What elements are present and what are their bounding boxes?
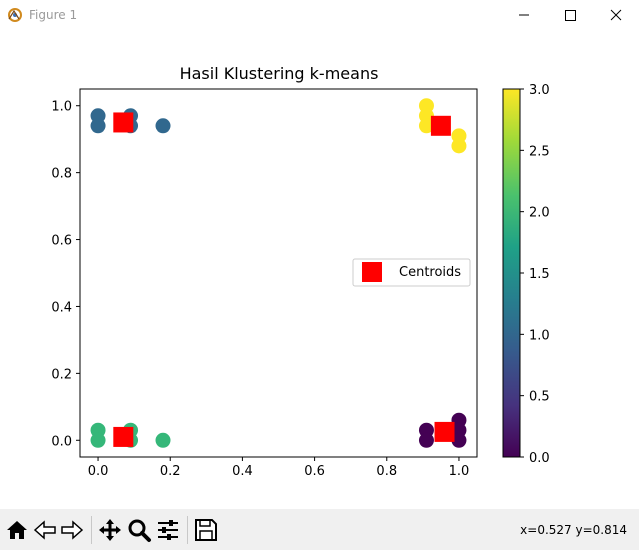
close-button[interactable] bbox=[593, 0, 639, 30]
save-icon bbox=[195, 519, 217, 541]
centroid-markers bbox=[113, 112, 455, 447]
forward-button[interactable] bbox=[59, 517, 85, 543]
data-point bbox=[451, 432, 467, 448]
data-point bbox=[418, 432, 434, 448]
x-tick-label: 0.4 bbox=[232, 464, 253, 479]
pan-button[interactable] bbox=[97, 517, 123, 543]
maximize-button[interactable] bbox=[547, 0, 593, 30]
zoom-icon bbox=[128, 519, 151, 542]
app-icon bbox=[8, 8, 22, 22]
title-bar: Figure 1 bbox=[0, 0, 639, 30]
data-point bbox=[90, 118, 106, 134]
configure-subplots-icon bbox=[158, 520, 178, 540]
home-button[interactable] bbox=[4, 517, 30, 543]
colorbar-gradient bbox=[502, 88, 521, 458]
x-tick-label: 0.0 bbox=[88, 464, 109, 479]
data-point bbox=[155, 432, 171, 448]
centroid-marker bbox=[434, 421, 455, 442]
back-icon bbox=[33, 520, 56, 540]
toolbar-separator bbox=[91, 516, 92, 544]
legend-label: Centroids bbox=[399, 265, 461, 280]
legend: Centroids bbox=[352, 258, 471, 287]
forward-icon bbox=[61, 520, 84, 540]
close-icon bbox=[610, 9, 622, 21]
legend-box bbox=[352, 258, 471, 287]
y-tick-label: 0.0 bbox=[51, 434, 72, 449]
toolbar-separator bbox=[187, 516, 188, 544]
data-point bbox=[418, 118, 434, 134]
plot-frame bbox=[79, 88, 478, 458]
colorbar-tick-label: 2.5 bbox=[529, 144, 550, 159]
colorbar-ticks: 0.0 0.5 1.0 1.5 2.0 2.5 3.0 bbox=[520, 83, 550, 466]
window-title: Figure 1 bbox=[29, 8, 78, 22]
home-icon bbox=[7, 521, 27, 539]
y-tick-label: 1.0 bbox=[51, 100, 72, 115]
colorbar-tick-label: 0.5 bbox=[529, 390, 550, 405]
y-tick-label: 0.6 bbox=[51, 234, 72, 249]
chart-title: Hasil Klustering k-means bbox=[180, 64, 379, 83]
navigation-toolbar: x=0.527 y=0.814 bbox=[0, 509, 639, 550]
configure-subplots-button[interactable] bbox=[155, 517, 181, 543]
colorbar-tick-label: 1.0 bbox=[529, 328, 550, 343]
maximize-icon bbox=[565, 10, 576, 21]
minimize-icon bbox=[519, 14, 529, 16]
colorbar: 0.0 0.5 1.0 1.5 2.0 2.5 3.0 bbox=[502, 83, 550, 466]
centroid-marker bbox=[113, 426, 134, 447]
y-tick-label: 0.8 bbox=[51, 167, 72, 182]
cursor-coordinates: x=0.527 y=0.814 bbox=[520, 523, 627, 537]
colorbar-tick-label: 2.0 bbox=[529, 206, 550, 221]
data-point bbox=[90, 432, 106, 448]
save-button[interactable] bbox=[193, 517, 219, 543]
x-tick-label: 0.8 bbox=[376, 464, 397, 479]
x-tick-label: 0.2 bbox=[160, 464, 181, 479]
data-point bbox=[451, 138, 467, 154]
colorbar-tick-label: 3.0 bbox=[529, 83, 550, 98]
back-button[interactable] bbox=[32, 517, 58, 543]
x-tick-label: 1.0 bbox=[449, 464, 470, 479]
figure-canvas[interactable]: Hasil Klustering k-means 0.0 0.2 0.4 0.6 0.8… bbox=[0, 30, 639, 509]
data-point bbox=[155, 118, 171, 134]
legend-marker-centroids bbox=[362, 262, 382, 282]
centroid-marker bbox=[430, 115, 451, 136]
colorbar-tick-label: 0.0 bbox=[529, 451, 550, 466]
y-tick-label: 0.4 bbox=[51, 300, 72, 315]
minimize-button[interactable] bbox=[501, 0, 547, 30]
centroid-marker bbox=[113, 112, 134, 133]
x-tick-label: 0.6 bbox=[304, 464, 325, 479]
y-tick-label: 0.2 bbox=[51, 367, 72, 382]
pan-icon bbox=[99, 519, 121, 541]
plot-axes: 0.0 0.2 0.4 0.6 0.8 1.0 0.0 0.2 0.4 0.6 0.8 1.0 bbox=[51, 88, 478, 479]
colorbar-tick-label: 1.5 bbox=[529, 267, 550, 282]
zoom-button[interactable] bbox=[126, 517, 152, 543]
